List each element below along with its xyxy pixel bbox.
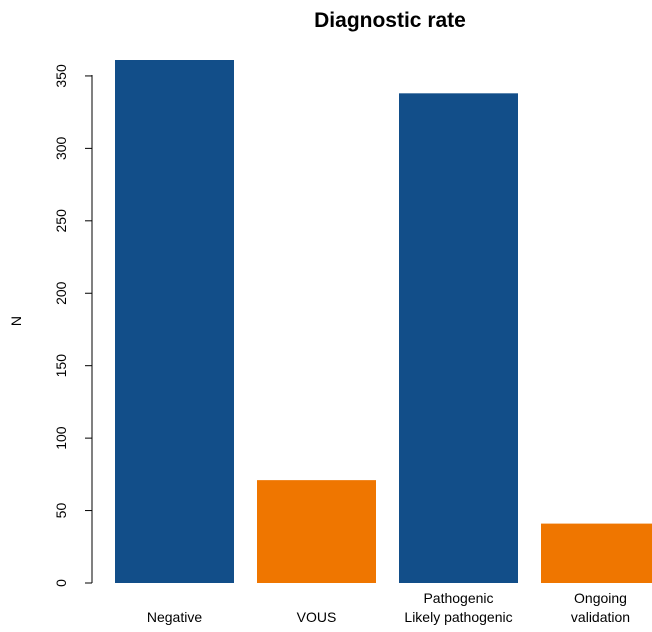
x-category-label: validation (571, 609, 630, 625)
x-category-label: VOUS (297, 609, 337, 625)
y-axis-ticks: 0 50 100 150 200 250 300 350 (53, 64, 92, 587)
y-tick-label: 300 (53, 136, 69, 160)
bar (115, 60, 234, 583)
y-tick-label: 350 (53, 64, 69, 88)
x-category-label: Ongoing (574, 590, 627, 606)
x-axis-labels: Negative VOUS Pathogenic Likely pathogenic O… (147, 590, 630, 625)
bars (115, 60, 652, 584)
y-tick-label: 250 (53, 209, 69, 233)
y-tick-label: 200 (53, 281, 69, 305)
x-category-label: Pathogenic (423, 590, 493, 606)
bar (541, 523, 652, 583)
chart-title: Diagnostic rate (314, 9, 466, 32)
y-tick-label: 150 (53, 354, 69, 378)
y-tick-label: 50 (53, 503, 69, 519)
x-category-label: Likely pathogenic (404, 609, 512, 625)
bar (399, 93, 518, 584)
y-tick-label: 0 (53, 579, 69, 587)
y-tick-label: 100 (53, 426, 69, 450)
x-category-label: Negative (147, 609, 202, 625)
bar (257, 480, 376, 583)
y-axis-label: N (8, 316, 24, 326)
